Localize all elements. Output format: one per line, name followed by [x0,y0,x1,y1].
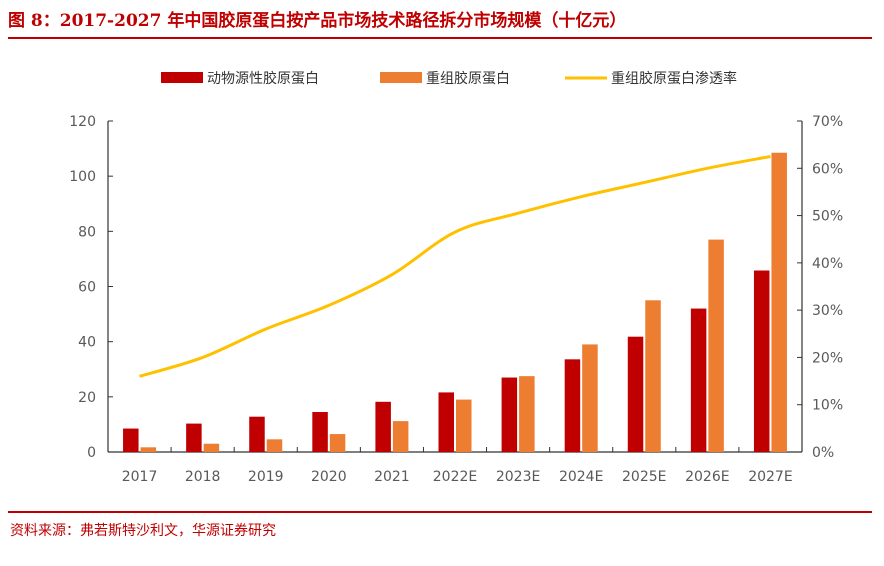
left-tick-label: 20 [78,390,96,406]
left-tick-label: 0 [87,445,96,461]
bar-animal [438,392,454,452]
x-tick-label: 2024E [559,469,603,485]
left-tick-label: 80 [78,224,96,240]
bar-animal [123,428,139,452]
left-tick-label: 120 [69,114,96,130]
bar-recombinant [771,152,787,453]
right-tick-label: 30% [812,303,843,319]
bar-recombinant [203,443,220,452]
right-tick-label: 10% [812,398,843,414]
bar-animal [375,401,391,452]
x-tick-label: 2017 [122,469,158,485]
bar-recombinant [392,421,409,452]
bar-recombinant [708,239,724,452]
right-tick-label: 0% [812,445,834,461]
bar-animal [690,308,707,452]
x-tick-label: 2022E [433,469,477,485]
bar-recombinant [329,434,346,452]
right-tick-label: 40% [812,256,843,272]
right-tick-label: 70% [812,114,843,130]
right-tick-label: 20% [812,350,843,366]
left-tick-label: 100 [69,169,96,185]
bar-recombinant [519,376,535,452]
penetration-rate-line [139,154,771,378]
legend-label: 重组胶原蛋白渗透率 [611,70,737,87]
x-tick-label: 2019 [248,469,284,485]
chart: 0 20 40 60 80 100 120 0% 10% 20% 30% 40% 50% 60% 70% 20… [69,70,843,485]
bar-recombinant [582,344,598,452]
right-tick-label: 60% [812,161,843,177]
bar-animal [627,336,644,452]
x-tick-label: 2023E [496,469,540,485]
x-tick-label: 2018 [185,469,221,485]
bar-animal [501,377,518,452]
x-tick-label: 2020 [311,469,347,485]
legend-label: 重组胶原蛋白 [426,70,510,87]
bar-recombinant [266,439,283,452]
legend-label: 动物源性胶原蛋白 [207,70,319,87]
bar-animal [564,359,581,452]
bar-animal [249,416,265,452]
source-note: 资料来源：弗若斯特沙利文，华源证券研究 [10,523,276,539]
right-tick-label: 50% [812,209,843,225]
bar-animal [186,423,202,452]
title-divider [8,37,872,39]
bar-animal [753,270,770,452]
left-tick-label: 60 [78,280,96,296]
chart-title: 图 8：2017-2027 年中国胶原蛋白按产品市场技术路径拆分市场规模（十亿元… [8,11,627,31]
legend-swatch [161,72,203,83]
bar-recombinant [140,447,157,452]
legend-swatch [380,72,422,83]
left-tick-label: 40 [78,335,96,351]
x-tick-label: 2027E [748,469,792,485]
x-tick-label: 2021 [374,469,410,485]
footer-divider [8,511,872,513]
bar-recombinant [645,300,661,452]
bar-animal [312,412,328,452]
bar-recombinant [456,399,472,452]
x-tick-label: 2025E [622,469,666,485]
x-tick-label: 2026E [685,469,729,485]
